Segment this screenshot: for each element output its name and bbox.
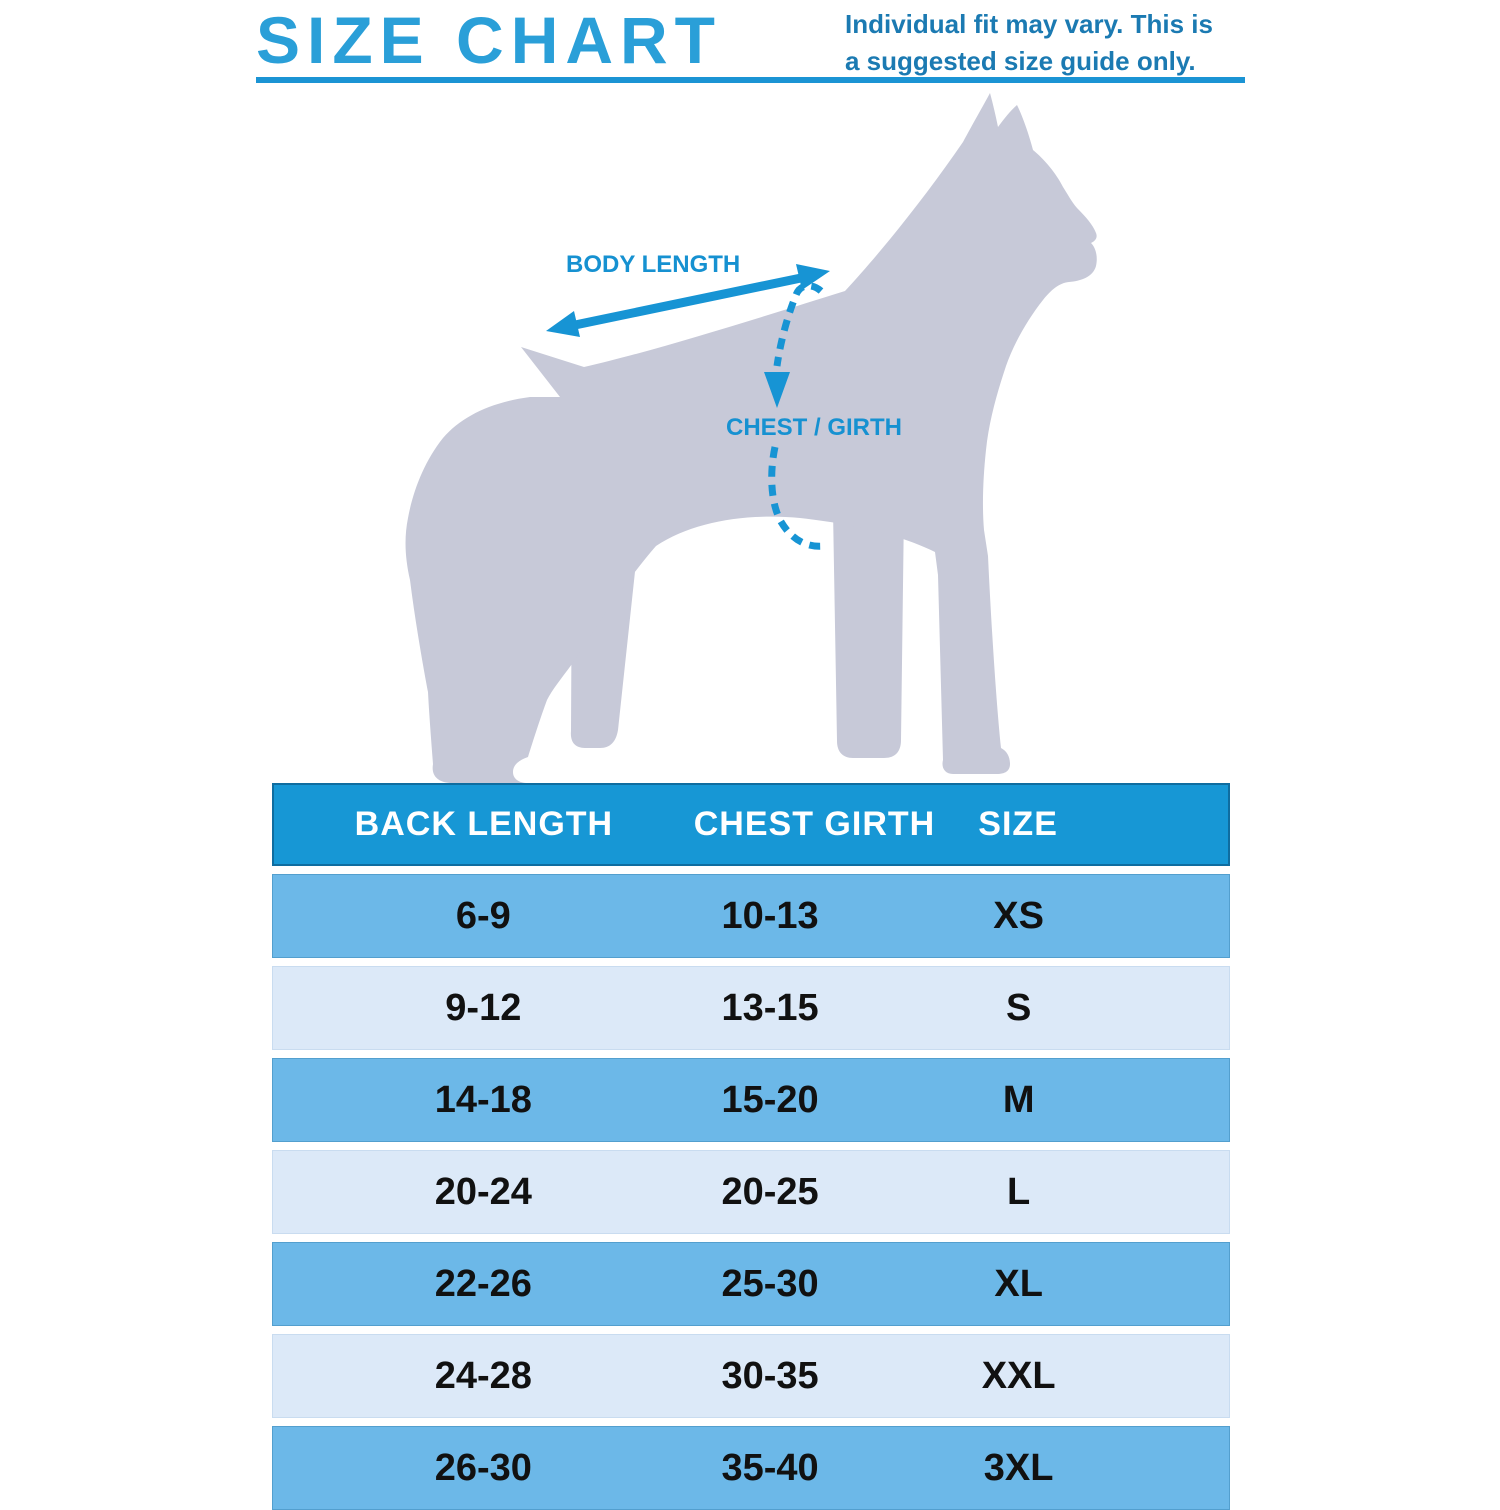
back-length-value: 6-9 <box>455 894 511 937</box>
page-title: SIZE CHART <box>256 3 722 77</box>
size-value: 3XL <box>983 1446 1054 1489</box>
back-length-value: 14-18 <box>434 1078 532 1121</box>
column-header-size: SIZE <box>978 805 1058 843</box>
dog-measurement-diagram <box>405 93 1097 783</box>
chest-girth-value: 10-13 <box>721 894 819 937</box>
table-row: 26-30 35-40 3XL <box>272 1426 1230 1510</box>
size-chart-table: BACK LENGTH CHEST GIRTH SIZE 6-9 10-13 X… <box>272 783 1230 1510</box>
dog-far-front-leg <box>833 508 904 758</box>
size-value: XL <box>994 1262 1043 1305</box>
chest-girth-dashed-line-lower <box>768 446 825 550</box>
chest-girth-dashed-line-upper <box>773 282 824 367</box>
chest-girth-value: 35-40 <box>721 1446 819 1489</box>
body-length-arrow <box>546 264 830 337</box>
column-header-back-length: BACK LENGTH <box>354 805 614 843</box>
table-row: 22-26 25-30 XL <box>272 1242 1230 1326</box>
chest-girth-value: 20-25 <box>721 1170 819 1213</box>
chest-girth-value: 15-20 <box>721 1078 819 1121</box>
size-value: XS <box>993 894 1044 937</box>
dog-silhouette <box>405 93 1097 783</box>
size-value: L <box>1007 1170 1031 1213</box>
table-row: 14-18 15-20 M <box>272 1058 1230 1142</box>
chest-girth-label: CHEST / GIRTH <box>726 414 903 441</box>
back-length-value: 9-12 <box>445 986 522 1029</box>
back-length-value: 26-30 <box>434 1446 532 1489</box>
table-row: 20-24 20-25 L <box>272 1150 1230 1234</box>
chest-girth-value: 13-15 <box>721 986 819 1029</box>
table-row: 24-28 30-35 XXL <box>272 1334 1230 1418</box>
back-length-value: 24-28 <box>434 1354 532 1397</box>
chest-girth-arrowhead <box>764 372 790 408</box>
table-header-row: BACK LENGTH CHEST GIRTH SIZE <box>272 783 1230 866</box>
table-row: 6-9 10-13 XS <box>272 874 1230 958</box>
size-value: S <box>1005 986 1032 1029</box>
size-value: M <box>1002 1078 1035 1121</box>
table-row: 9-12 13-15 S <box>272 966 1230 1050</box>
column-header-chest-girth: CHEST GIRTH <box>693 805 936 843</box>
title-underline <box>256 77 1245 83</box>
fit-disclaimer-note: Individual fit may vary. This is a sugge… <box>845 6 1265 80</box>
size-value: XXL <box>981 1354 1056 1397</box>
chest-girth-value: 30-35 <box>721 1354 819 1397</box>
chest-girth-value: 25-30 <box>721 1262 819 1305</box>
fit-disclaimer-line2: a suggested size guide only. <box>845 46 1196 76</box>
body-length-label: BODY LENGTH <box>566 251 741 278</box>
back-length-value: 22-26 <box>434 1262 532 1305</box>
fit-disclaimer-line1: Individual fit may vary. This is <box>845 9 1213 39</box>
back-length-value: 20-24 <box>434 1170 532 1213</box>
